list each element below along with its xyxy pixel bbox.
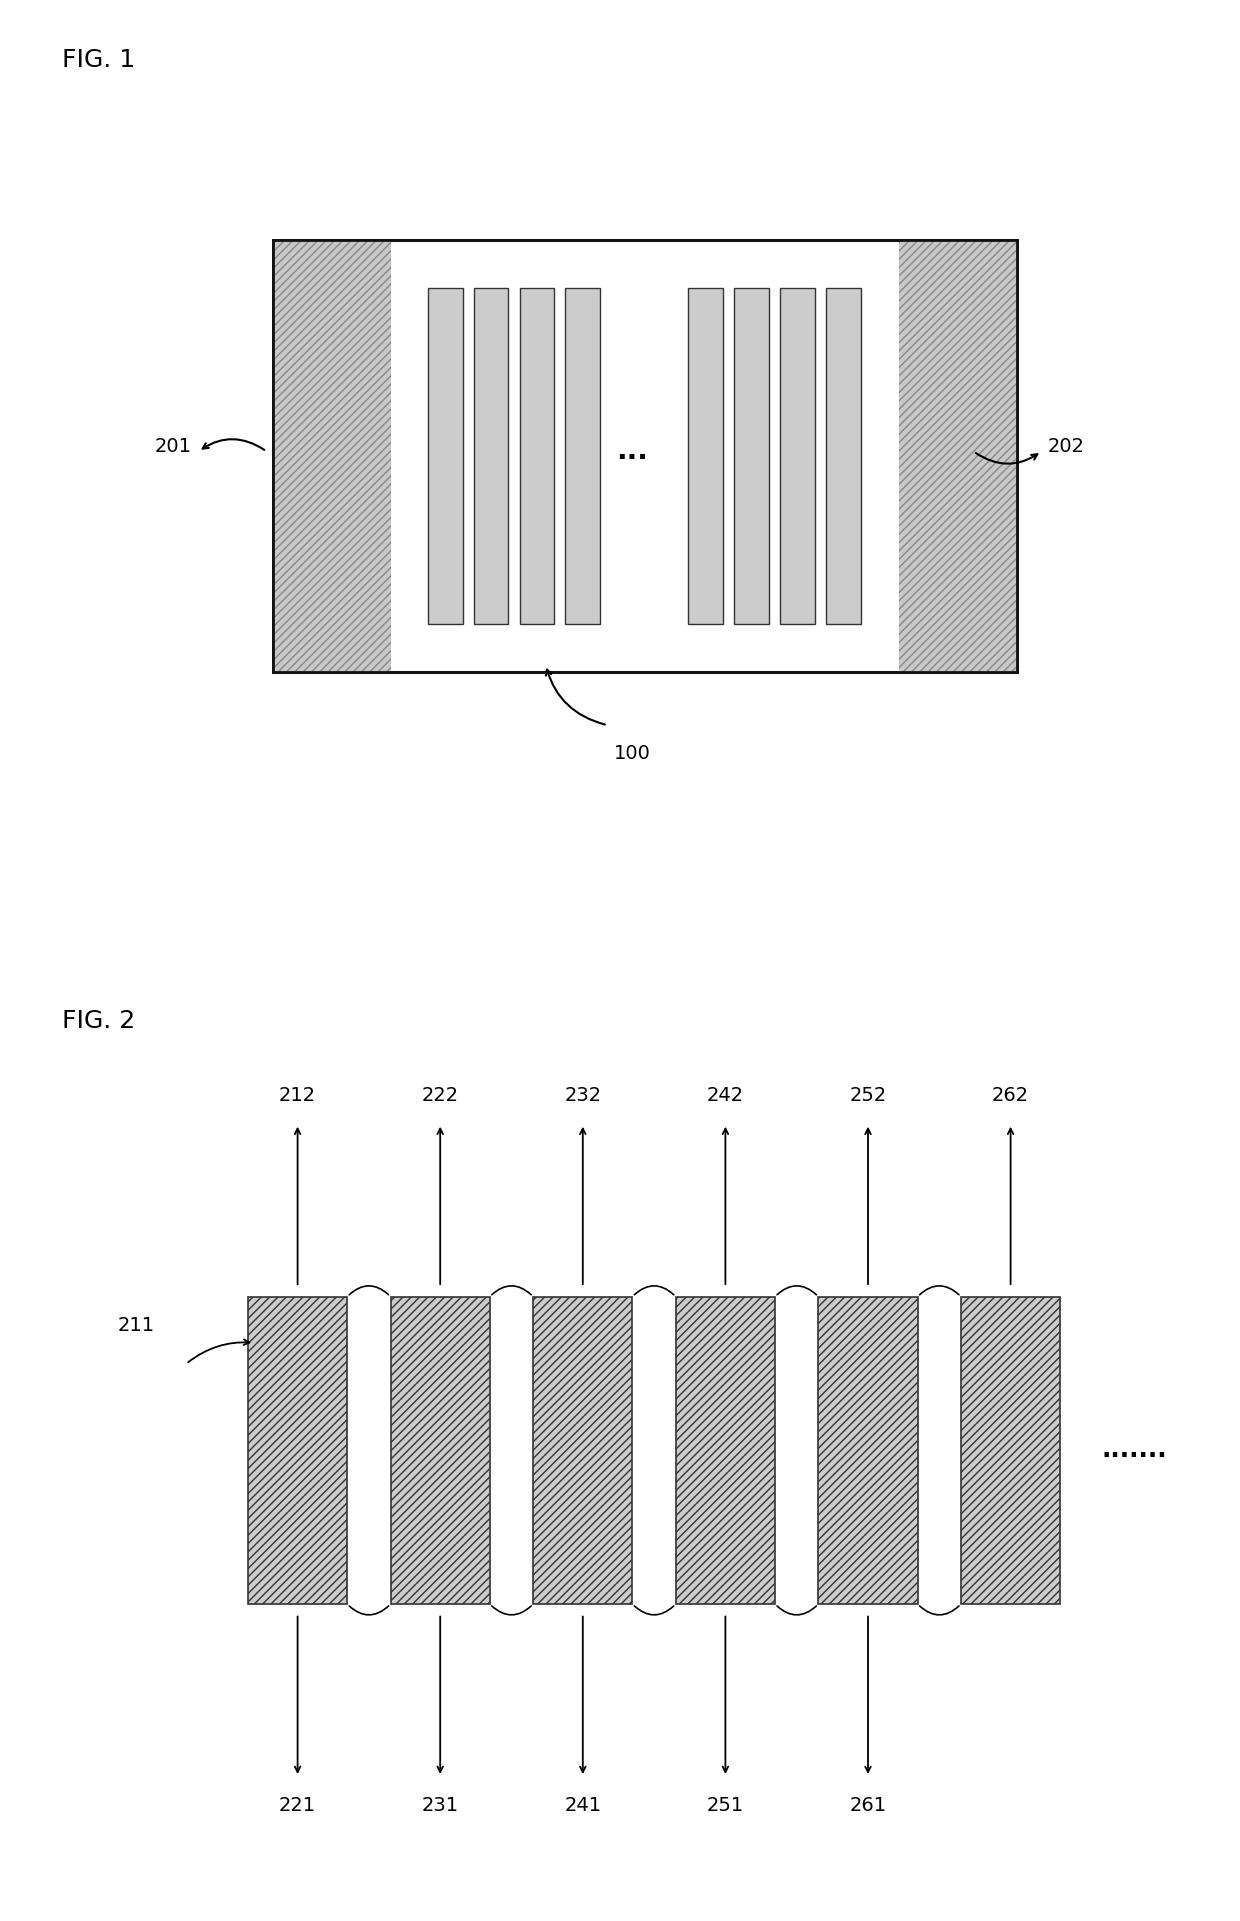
Bar <box>273 240 1017 672</box>
Bar <box>780 288 815 624</box>
Text: .......: ....... <box>1102 1439 1167 1462</box>
Bar <box>391 1297 490 1604</box>
Text: 100: 100 <box>614 745 651 763</box>
Bar <box>899 240 1017 672</box>
Bar <box>688 288 723 624</box>
Text: 221: 221 <box>279 1796 316 1815</box>
Bar <box>565 288 600 624</box>
Bar <box>428 288 463 624</box>
Text: 262: 262 <box>992 1085 1029 1105</box>
Text: 251: 251 <box>707 1796 744 1815</box>
Bar <box>818 1297 918 1604</box>
Text: 241: 241 <box>564 1796 601 1815</box>
Bar <box>248 1297 347 1604</box>
Bar <box>961 1297 1060 1604</box>
Text: 231: 231 <box>422 1796 459 1815</box>
Text: ...: ... <box>616 438 649 465</box>
Text: 212: 212 <box>279 1085 316 1105</box>
Text: 211: 211 <box>118 1316 155 1335</box>
Bar <box>826 288 861 624</box>
Text: 202: 202 <box>1048 438 1085 455</box>
Text: 242: 242 <box>707 1085 744 1105</box>
Bar <box>676 1297 775 1604</box>
Text: 232: 232 <box>564 1085 601 1105</box>
Bar <box>520 288 554 624</box>
Bar <box>474 288 508 624</box>
Text: 252: 252 <box>849 1085 887 1105</box>
Text: FIG. 2: FIG. 2 <box>62 1009 135 1032</box>
Bar <box>273 240 1017 672</box>
Text: FIG. 1: FIG. 1 <box>62 48 135 71</box>
Bar <box>273 240 391 672</box>
Bar <box>734 288 769 624</box>
Text: 261: 261 <box>849 1796 887 1815</box>
Text: 222: 222 <box>422 1085 459 1105</box>
Bar <box>533 1297 632 1604</box>
Text: 201: 201 <box>155 438 192 455</box>
